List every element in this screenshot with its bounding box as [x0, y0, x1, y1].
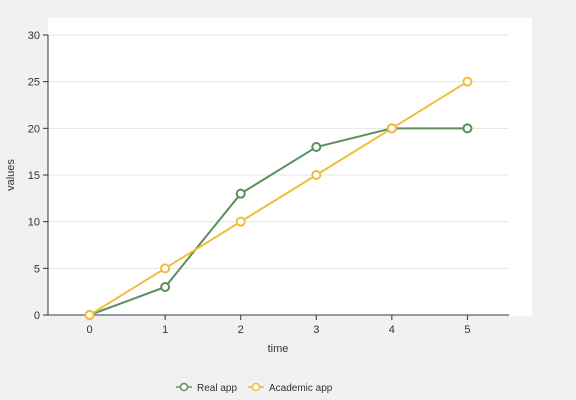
legend-marker — [181, 384, 188, 391]
x-tick-label: 2 — [238, 324, 244, 336]
y-tick-label: 20 — [28, 123, 40, 135]
legend-label: Real app — [197, 383, 237, 394]
y-tick-label: 30 — [28, 30, 40, 42]
y-tick-label: 5 — [34, 263, 40, 275]
data-point — [463, 78, 471, 86]
y-tick-label: 0 — [34, 310, 40, 322]
data-point — [237, 190, 245, 198]
y-tick-label: 25 — [28, 77, 40, 89]
x-tick-label: 3 — [313, 324, 319, 336]
legend-marker — [253, 384, 260, 391]
data-point — [388, 124, 396, 132]
x-axis-title: time — [268, 343, 289, 355]
x-tick-label: 4 — [389, 324, 395, 336]
data-point — [161, 283, 169, 291]
y-tick-label: 15 — [28, 170, 40, 182]
data-point — [161, 264, 169, 272]
x-tick-label: 1 — [162, 324, 168, 336]
data-point — [463, 124, 471, 132]
data-point — [237, 218, 245, 226]
x-tick-label: 5 — [464, 324, 470, 336]
data-point — [312, 171, 320, 179]
data-point — [312, 143, 320, 151]
y-axis-title: values — [5, 159, 17, 191]
x-tick-label: 0 — [87, 324, 93, 336]
legend-label: Academic app — [269, 383, 333, 394]
y-tick-label: 10 — [28, 217, 40, 229]
plot-area — [48, 18, 532, 316]
data-point — [86, 311, 94, 319]
